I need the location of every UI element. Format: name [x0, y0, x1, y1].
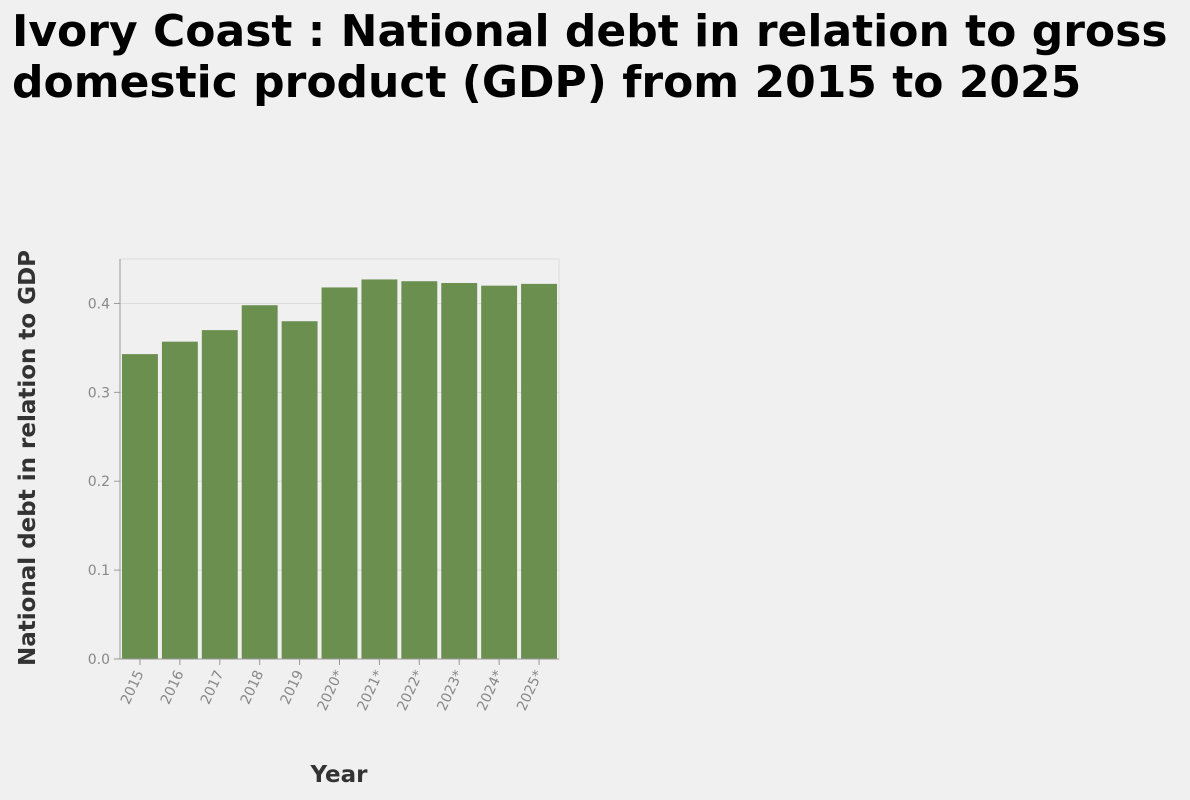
bar-2017: [201, 330, 238, 659]
x-tick-label: 2016: [158, 668, 188, 707]
x-axis-title: Year: [309, 762, 368, 788]
x-tick-label: 2022*: [394, 668, 427, 713]
x-tick-label: 2018: [238, 668, 268, 707]
bar-2025-est: [521, 283, 557, 659]
bar-2022-est: [401, 281, 438, 659]
x-tick-label: 2021*: [355, 668, 388, 713]
chart-title: Ivory Coast : National debt in relation …: [12, 6, 1168, 108]
y-tick-label: 0.0: [88, 652, 110, 668]
bar-2024-est: [481, 285, 518, 659]
y-tick-label: 0.4: [88, 296, 110, 312]
x-tick-label: 2017: [198, 668, 228, 707]
x-tick-label: 2019: [278, 668, 308, 707]
x-tick-label: 2024*: [474, 668, 507, 713]
bar-2019: [281, 321, 318, 659]
y-tick-label: 0.2: [88, 474, 110, 490]
bar-2020-est: [321, 287, 358, 659]
x-tick-label: 2025*: [514, 668, 547, 713]
y-axis-title: National debt in relation to GDP: [15, 250, 41, 666]
bar-2016: [161, 341, 198, 659]
bar-2018: [241, 305, 278, 659]
bars: [122, 279, 557, 659]
x-tick-label: 2015: [118, 668, 148, 707]
y-tick-label: 0.3: [88, 385, 110, 401]
x-tick-label: 2023*: [434, 668, 467, 713]
y-tick-label: 0.1: [88, 563, 110, 579]
x-tick-label: 2020*: [315, 668, 348, 713]
bar-2023-est: [441, 283, 478, 659]
bar-2021-est: [361, 279, 398, 659]
bar-2015: [122, 354, 158, 659]
